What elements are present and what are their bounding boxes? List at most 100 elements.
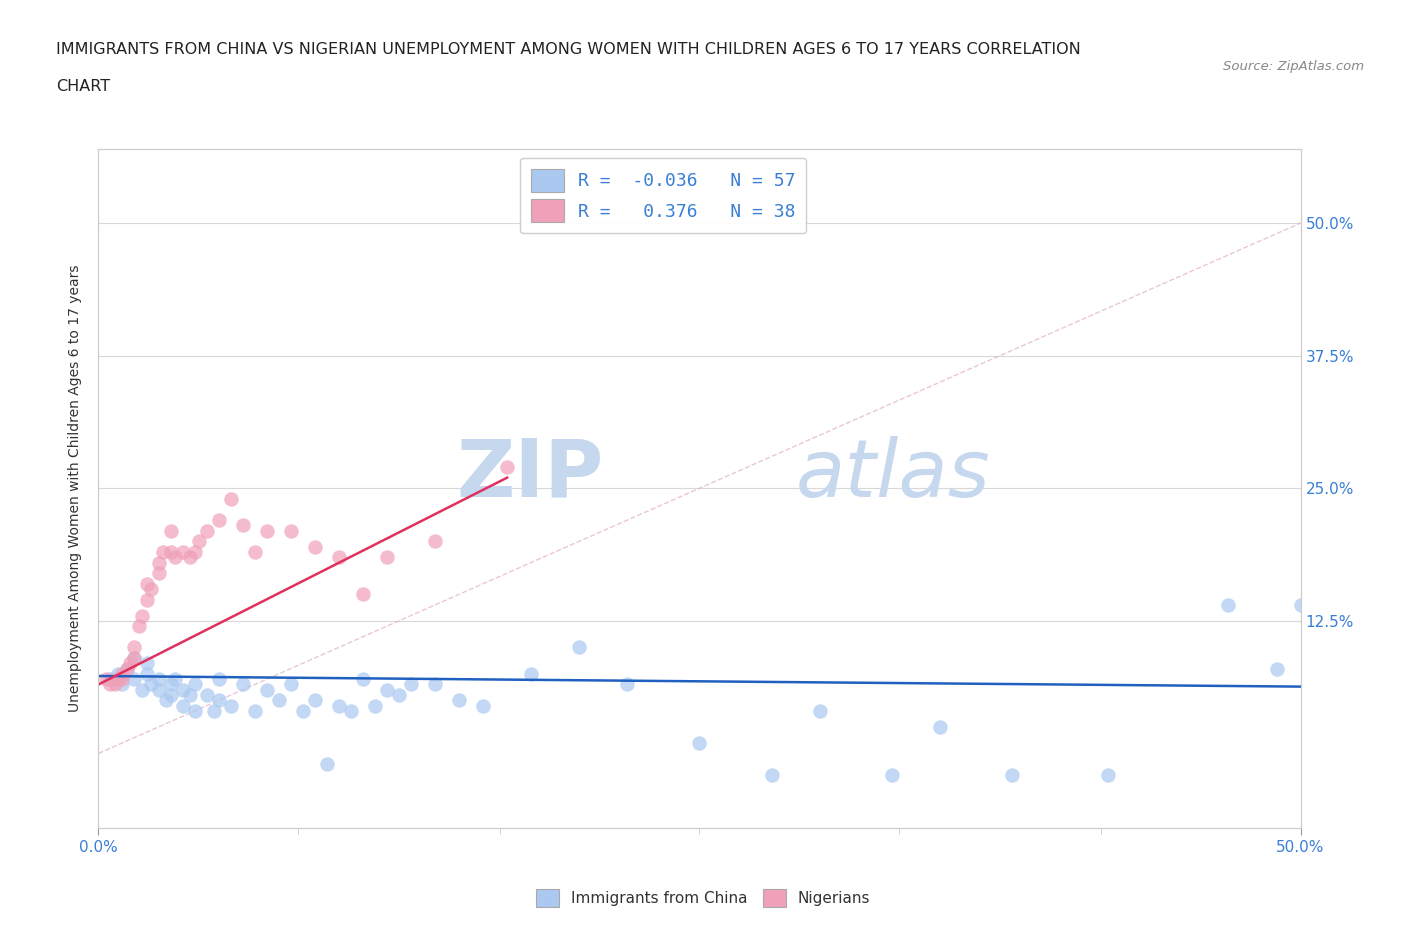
Point	[172, 544, 194, 559]
Point	[219, 491, 242, 506]
Point	[423, 534, 446, 549]
Point	[1001, 767, 1024, 782]
Text: ZIP: ZIP	[456, 435, 603, 513]
Point	[124, 640, 146, 655]
Point	[148, 565, 170, 580]
Point	[124, 651, 146, 666]
Point	[131, 683, 153, 698]
Point	[568, 640, 591, 655]
Point	[124, 671, 146, 686]
Point	[1097, 767, 1119, 782]
Point	[135, 592, 157, 607]
Point	[880, 767, 903, 782]
Point	[375, 683, 398, 698]
Point	[100, 671, 122, 686]
Text: Source: ZipAtlas.com: Source: ZipAtlas.com	[1223, 60, 1364, 73]
Point	[148, 555, 170, 570]
Point	[219, 698, 242, 713]
Point	[183, 704, 205, 719]
Point	[152, 544, 174, 559]
Point	[928, 720, 950, 735]
Point	[135, 577, 157, 591]
Point	[111, 667, 134, 682]
Point	[165, 550, 187, 565]
Point	[208, 512, 231, 527]
Point	[280, 524, 302, 538]
Point	[179, 550, 201, 565]
Point	[304, 693, 326, 708]
Point	[148, 671, 170, 686]
Point	[141, 677, 163, 692]
Point	[107, 671, 129, 686]
Point	[135, 667, 157, 682]
Legend: R =  -0.036   N = 57, R =   0.376   N = 38: R = -0.036 N = 57, R = 0.376 N = 38	[520, 158, 807, 233]
Point	[256, 683, 278, 698]
Point	[124, 651, 146, 666]
Point	[179, 687, 201, 702]
Point	[315, 757, 337, 772]
Point	[496, 459, 519, 474]
Point	[340, 704, 363, 719]
Point	[107, 667, 129, 682]
Point	[195, 524, 218, 538]
Point	[188, 534, 211, 549]
Point	[135, 656, 157, 671]
Point	[761, 767, 783, 782]
Point	[208, 693, 231, 708]
Point	[304, 539, 326, 554]
Point	[243, 704, 266, 719]
Point	[375, 550, 398, 565]
Point	[280, 677, 302, 692]
Point	[183, 677, 205, 692]
Point	[117, 661, 139, 676]
Text: CHART: CHART	[56, 79, 110, 94]
Point	[172, 683, 194, 698]
Point	[104, 677, 127, 692]
Point	[159, 544, 181, 559]
Point	[159, 687, 181, 702]
Point	[172, 698, 194, 713]
Point	[183, 544, 205, 559]
Point	[328, 698, 350, 713]
Point	[447, 693, 470, 708]
Point	[808, 704, 831, 719]
Text: atlas: atlas	[796, 435, 990, 513]
Point	[352, 671, 374, 686]
Point	[208, 671, 231, 686]
Point	[118, 656, 141, 671]
Point	[159, 524, 181, 538]
Point	[232, 677, 254, 692]
Point	[423, 677, 446, 692]
Point	[352, 587, 374, 602]
Point	[1265, 661, 1288, 676]
Point	[131, 608, 153, 623]
Point	[616, 677, 638, 692]
Point	[267, 693, 290, 708]
Point	[1218, 597, 1240, 612]
Point	[399, 677, 422, 692]
Point	[141, 581, 163, 596]
Point	[117, 661, 139, 676]
Point	[291, 704, 314, 719]
Point	[202, 704, 225, 719]
Point	[364, 698, 387, 713]
Point	[128, 618, 150, 633]
Point	[243, 544, 266, 559]
Point	[232, 518, 254, 533]
Point	[520, 667, 543, 682]
Text: IMMIGRANTS FROM CHINA VS NIGERIAN UNEMPLOYMENT AMONG WOMEN WITH CHILDREN AGES 6 : IMMIGRANTS FROM CHINA VS NIGERIAN UNEMPL…	[56, 42, 1081, 57]
Point	[689, 736, 711, 751]
Point	[159, 677, 181, 692]
Legend: Immigrants from China, Nigerians: Immigrants from China, Nigerians	[530, 884, 876, 913]
Point	[111, 671, 134, 686]
Point	[195, 687, 218, 702]
Y-axis label: Unemployment Among Women with Children Ages 6 to 17 years: Unemployment Among Women with Children A…	[69, 264, 83, 712]
Point	[94, 671, 117, 686]
Point	[472, 698, 495, 713]
Point	[111, 677, 134, 692]
Point	[1289, 597, 1312, 612]
Point	[256, 524, 278, 538]
Point	[155, 693, 177, 708]
Point	[148, 683, 170, 698]
Point	[100, 677, 122, 692]
